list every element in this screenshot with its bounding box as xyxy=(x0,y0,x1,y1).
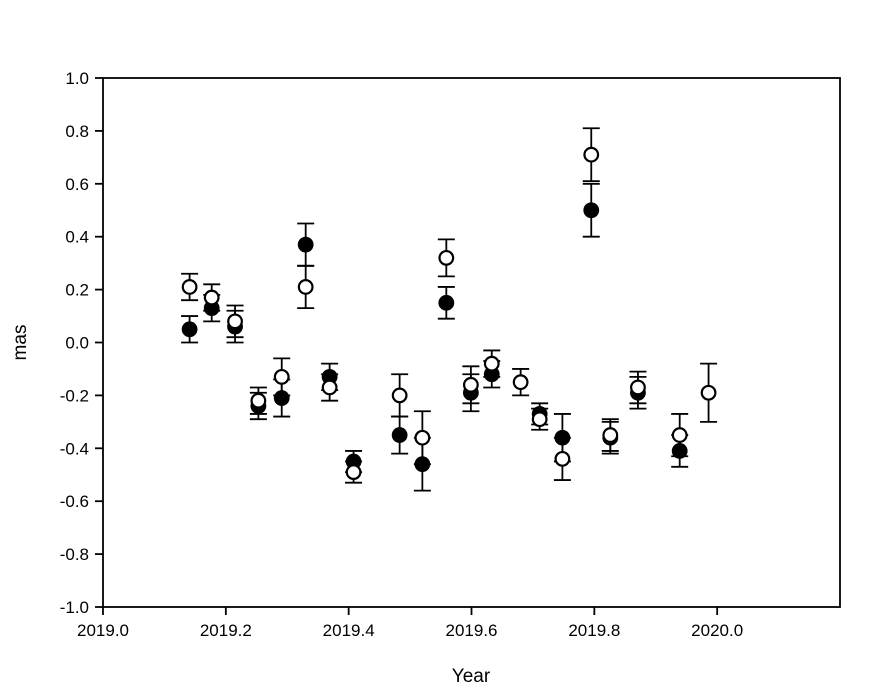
open-circle-marker xyxy=(438,249,455,266)
open-circle-marker xyxy=(483,355,500,372)
y-tick-label: -1.0 xyxy=(60,598,89,617)
plot-frame xyxy=(102,77,841,608)
data-series-layer xyxy=(181,127,718,492)
y-tick-label: 0.0 xyxy=(65,334,89,353)
open-circle-marker xyxy=(273,368,290,385)
x-tick-label: 2019.6 xyxy=(446,621,498,640)
x-tick-label: 2019.0 xyxy=(77,621,129,640)
open-circle-marker xyxy=(671,427,688,443)
open-circle-marker xyxy=(321,379,338,396)
y-tick-label: 0.2 xyxy=(65,281,89,300)
y-tick-label: 0.6 xyxy=(65,175,89,194)
x-tick-label: 2020.0 xyxy=(691,621,743,640)
x-axis-ticks: 2019.0 2019.2 2019.4 2019.6 2019.8 2020.0 xyxy=(77,607,743,640)
y-tick-label: 0.8 xyxy=(65,122,89,141)
open-circle-marker xyxy=(583,146,600,163)
open-circle-marker xyxy=(700,384,717,401)
y-tick-label: -0.8 xyxy=(60,545,89,564)
series-open-circles xyxy=(181,127,718,484)
open-circle-marker xyxy=(554,450,571,467)
x-tick-label: 2019.8 xyxy=(568,621,620,640)
filled-circle-marker xyxy=(391,427,408,443)
open-circle-marker xyxy=(414,429,431,446)
x-tick-label: 2019.2 xyxy=(200,621,252,640)
filled-circle-marker xyxy=(438,294,455,311)
open-circle-marker xyxy=(531,411,548,428)
open-circle-marker xyxy=(391,387,408,404)
x-axis-title: Year xyxy=(452,666,491,687)
y-tick-label: -0.6 xyxy=(60,492,89,511)
open-circle-marker xyxy=(462,376,479,393)
filled-circle-marker xyxy=(181,321,198,338)
open-circle-marker xyxy=(602,427,619,443)
open-circle-marker xyxy=(227,313,243,330)
plot-box xyxy=(102,77,841,608)
y-axis-ticks: 1.0 0.8 0.6 0.4 0.2 0.0 -0.2 -0.4 -0.6 -0.8 -1.0 xyxy=(60,69,103,617)
y-tick-label: 0.4 xyxy=(65,228,89,247)
y-tick-label: 1.0 xyxy=(65,69,89,88)
y-tick-label: -0.4 xyxy=(60,439,89,458)
x-tick-label: 2019.4 xyxy=(323,621,375,640)
open-circle-marker xyxy=(345,464,362,481)
open-circle-marker xyxy=(203,289,220,306)
y-axis-title: mas xyxy=(10,325,31,361)
open-circle-marker xyxy=(512,374,529,391)
open-circle-marker xyxy=(250,392,267,409)
open-circle-marker xyxy=(297,279,314,295)
series-filled-circles xyxy=(181,182,689,492)
filled-circle-marker xyxy=(297,236,314,253)
filled-circle-marker xyxy=(583,202,600,219)
open-circle-marker xyxy=(630,379,646,396)
open-circle-marker xyxy=(181,279,198,295)
y-tick-label: -0.2 xyxy=(60,386,89,405)
